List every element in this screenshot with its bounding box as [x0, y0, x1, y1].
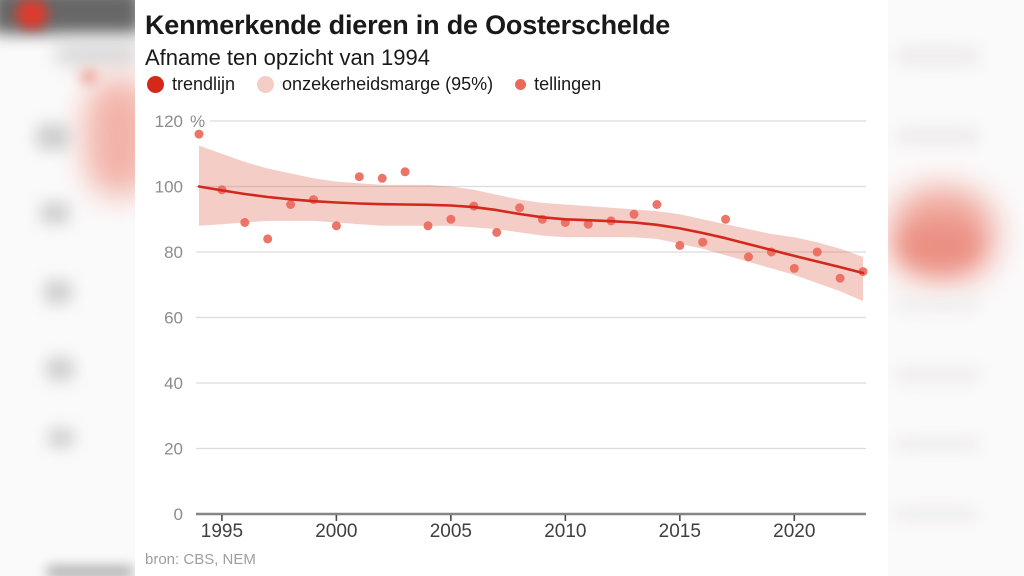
blur-artifact — [46, 357, 74, 381]
blur-artifact — [900, 225, 978, 267]
data-point — [400, 167, 410, 177]
data-point — [492, 227, 502, 237]
page-title: Kenmerkende dieren in de Oosterschelde — [145, 10, 671, 40]
data-point — [194, 129, 204, 139]
data-point — [515, 203, 525, 213]
gridlines — [196, 120, 866, 450]
blur-artifact — [48, 428, 74, 448]
data-point — [652, 200, 662, 209]
blur-artifact — [84, 78, 135, 196]
data-point — [240, 218, 250, 227]
data-point — [331, 221, 341, 231]
data-point — [812, 247, 822, 257]
data-point — [263, 234, 273, 244]
data-point — [721, 214, 731, 224]
legend-label: onzekerheidsmarge (95%) — [282, 74, 494, 94]
band-legend-dot-icon — [257, 76, 275, 93]
data-point — [583, 219, 593, 229]
y-tick-label: 0 — [174, 505, 183, 524]
legend-label: trendlijn — [172, 74, 236, 94]
blur-artifact — [46, 566, 134, 576]
data-point — [835, 273, 845, 283]
chart-canvas: 0 20 40 60 80 100 120 % 1995 2000 2005 2010 2015 2020 — [155, 112, 868, 542]
chart-card: Kenmerkende dieren in de Oosterschelde A… — [135, 0, 888, 576]
blurred-backdrop-right — [888, 0, 1024, 576]
data-point — [789, 263, 799, 273]
data-point — [675, 240, 685, 250]
y-tick-label: 80 — [164, 243, 183, 262]
data-point — [629, 209, 639, 219]
blur-artifact — [40, 202, 70, 224]
y-tick-label: 40 — [164, 374, 183, 393]
blur-artifact — [895, 45, 980, 67]
blur-artifact — [55, 42, 135, 66]
data-point — [309, 195, 318, 205]
data-point — [858, 267, 868, 277]
x-tick-label: 2000 — [315, 521, 357, 542]
blur-artifact — [895, 296, 980, 312]
x-tick-label: 2015 — [659, 521, 701, 542]
y-axis-labels: 0 20 40 60 80 100 120% — [155, 112, 206, 524]
legend-label: tellingen — [534, 74, 602, 94]
trendline-legend-dot-icon — [147, 76, 164, 93]
y-tick-label: 120 — [155, 112, 183, 131]
legend-item-tellingen: tellingen — [515, 74, 601, 95]
y-tick-label: 60 — [164, 309, 183, 328]
blurred-backdrop-left — [0, 0, 135, 576]
page-subtitle: Afname ten opzicht van 1994 — [145, 45, 430, 70]
blur-artifact — [16, 0, 48, 29]
blur-artifact — [895, 366, 980, 384]
blur-artifact — [44, 280, 72, 304]
blur-artifact — [895, 436, 980, 452]
trend-line — [197, 185, 865, 275]
data-point — [377, 173, 387, 183]
x-tick-label: 1995 — [201, 521, 243, 542]
legend-item-trendlijn: trendlijn — [147, 74, 235, 95]
chart-legend: trendlijn onzekerheidsmarge (95%) tellin… — [147, 74, 601, 95]
data-point — [423, 221, 433, 231]
data-point — [698, 237, 708, 247]
data-point — [744, 252, 753, 262]
data-point — [286, 200, 296, 209]
blur-artifact — [36, 124, 70, 150]
x-axis: 1995 2000 2005 2010 2015 2020 — [196, 512, 866, 542]
data-point — [354, 172, 364, 182]
blur-artifact — [895, 126, 980, 146]
data-point — [446, 214, 456, 224]
y-axis-unit: % — [190, 112, 205, 131]
uncertainty-band — [199, 145, 863, 302]
counts-legend-dot-icon — [515, 79, 527, 90]
x-tick-label: 2010 — [544, 521, 586, 542]
x-tick-label: 2005 — [430, 521, 472, 542]
y-tick-label: 100 — [155, 178, 183, 197]
blur-artifact — [80, 70, 98, 84]
y-tick-label: 20 — [164, 440, 183, 459]
x-tick-label: 2020 — [773, 521, 815, 542]
blur-artifact — [893, 506, 978, 522]
legend-item-onzekerheidsmarge: onzekerheidsmarge (95%) — [257, 74, 493, 95]
source-note: bron: CBS, NEM — [145, 551, 256, 568]
